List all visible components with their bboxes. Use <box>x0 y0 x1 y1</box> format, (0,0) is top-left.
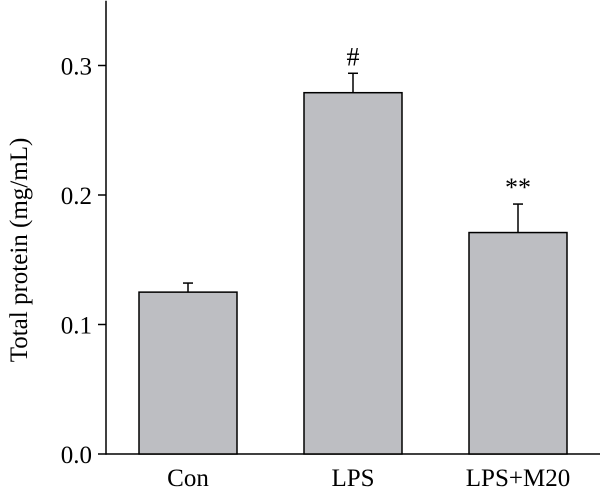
y-tick-label: 0.3 <box>61 54 92 81</box>
x-tick-label: LPS <box>331 465 374 492</box>
y-tick-label: 0.1 <box>61 313 92 340</box>
significance-marker: ** <box>505 173 531 202</box>
labels: 0.0 0.1 0.2 0.3 Con # LPS ** LPS+M20 <box>61 42 570 492</box>
y-tick-label: 0.0 <box>61 442 92 469</box>
x-tick-label: Con <box>167 465 209 492</box>
significance-marker: # <box>347 42 360 71</box>
y-axis-title: Total protein (mg/mL) <box>6 138 33 363</box>
bar-lps <box>303 91 403 455</box>
bar-con <box>138 291 238 455</box>
bars <box>138 72 568 455</box>
bar-lps-m20 <box>468 231 568 455</box>
x-tick-label: LPS+M20 <box>466 465 570 492</box>
y-tick-label: 0.2 <box>61 183 92 210</box>
